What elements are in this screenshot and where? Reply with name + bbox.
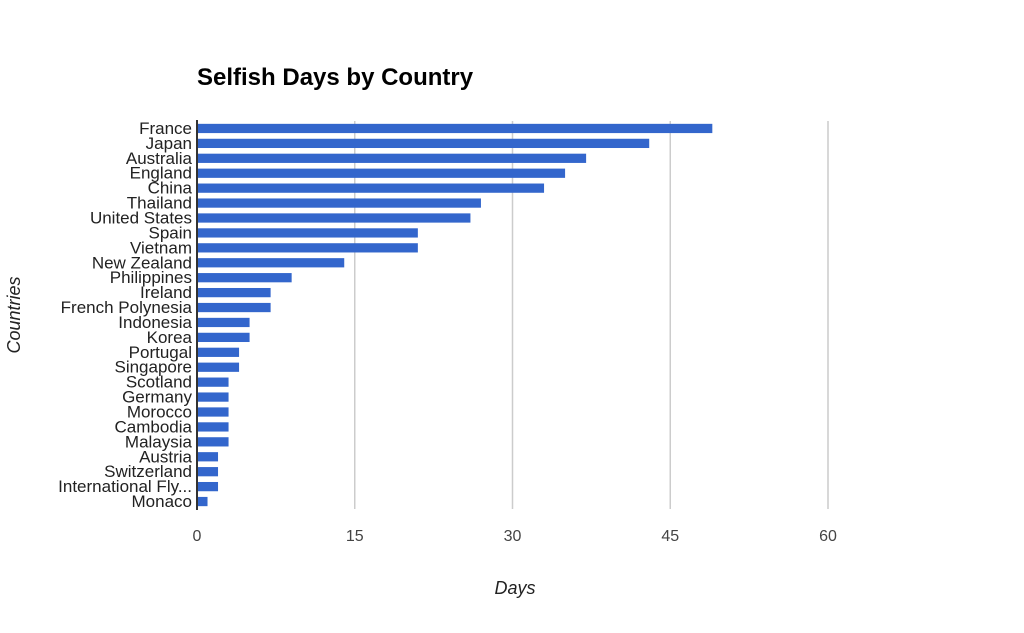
category-label: Portugal bbox=[129, 343, 192, 362]
bars bbox=[197, 123, 713, 507]
category-label: Korea bbox=[147, 328, 193, 347]
bar-portugal bbox=[197, 347, 240, 357]
x-tick-labels: 0 15 30 45 60 bbox=[193, 528, 837, 545]
bar-spain bbox=[197, 228, 418, 238]
chart-title: Selfish Days by Country bbox=[197, 64, 474, 91]
bar-new-zealand bbox=[197, 258, 345, 268]
bar-singapore bbox=[197, 362, 240, 372]
category-label: Thailand bbox=[127, 194, 192, 213]
category-label: Malaysia bbox=[125, 432, 193, 451]
category-label: French Polynesia bbox=[61, 298, 193, 317]
category-label: England bbox=[130, 164, 192, 183]
category-label: Austria bbox=[139, 447, 192, 466]
bar-france bbox=[197, 123, 713, 134]
category-label: New Zealand bbox=[92, 253, 192, 272]
bar-germany bbox=[197, 392, 229, 402]
category-label: Singapore bbox=[114, 358, 192, 377]
category-label: United States bbox=[90, 209, 192, 228]
category-label: Cambodia bbox=[115, 417, 193, 436]
category-label: Vietnam bbox=[130, 238, 192, 257]
x-tick-label: 45 bbox=[661, 528, 679, 545]
category-label: Spain bbox=[149, 223, 192, 242]
x-tick-label: 0 bbox=[193, 528, 202, 545]
bar-malaysia bbox=[197, 437, 229, 447]
bar-korea bbox=[197, 332, 250, 343]
category-label: Philippines bbox=[110, 268, 192, 287]
category-label: International Fly... bbox=[58, 477, 192, 496]
bar-china bbox=[197, 183, 545, 193]
category-label: Scotland bbox=[126, 373, 192, 392]
bar-austria bbox=[197, 452, 219, 462]
bar-indonesia bbox=[197, 317, 250, 328]
bar-cambodia bbox=[197, 422, 229, 432]
y-axis-title: Countries bbox=[4, 276, 24, 353]
bar-ireland bbox=[197, 287, 271, 298]
bar-scotland bbox=[197, 377, 229, 387]
bar-philippines bbox=[197, 273, 292, 283]
category-labels: FranceJapanAustraliaEnglandChinaThailand… bbox=[58, 119, 192, 511]
x-tick-label: 60 bbox=[819, 528, 837, 545]
category-label: Indonesia bbox=[118, 313, 192, 332]
bar-england bbox=[197, 168, 566, 178]
category-label: Australia bbox=[126, 149, 193, 168]
bar-switzerland bbox=[197, 467, 219, 477]
category-label: Monaco bbox=[132, 492, 192, 511]
category-label: Morocco bbox=[127, 403, 192, 422]
bar-australia bbox=[197, 153, 587, 163]
x-tick-label: 15 bbox=[346, 528, 364, 545]
category-label: Switzerland bbox=[104, 462, 192, 481]
bar-thailand bbox=[197, 198, 481, 208]
bar-international-fly bbox=[197, 481, 219, 492]
bar-french-polynesia bbox=[197, 302, 271, 313]
bar-vietnam bbox=[197, 243, 418, 253]
category-label: Ireland bbox=[140, 283, 192, 302]
category-label: France bbox=[139, 119, 192, 138]
bar-morocco bbox=[197, 407, 229, 417]
bar-monaco bbox=[197, 496, 208, 507]
category-label: Japan bbox=[146, 134, 192, 153]
x-tick-label: 30 bbox=[504, 528, 522, 545]
gridlines bbox=[354, 121, 829, 509]
x-axis-title: Days bbox=[494, 578, 535, 598]
bar-united-states bbox=[197, 213, 471, 223]
bar-japan bbox=[197, 138, 650, 149]
category-label: Germany bbox=[122, 388, 192, 407]
category-label: China bbox=[148, 179, 193, 198]
